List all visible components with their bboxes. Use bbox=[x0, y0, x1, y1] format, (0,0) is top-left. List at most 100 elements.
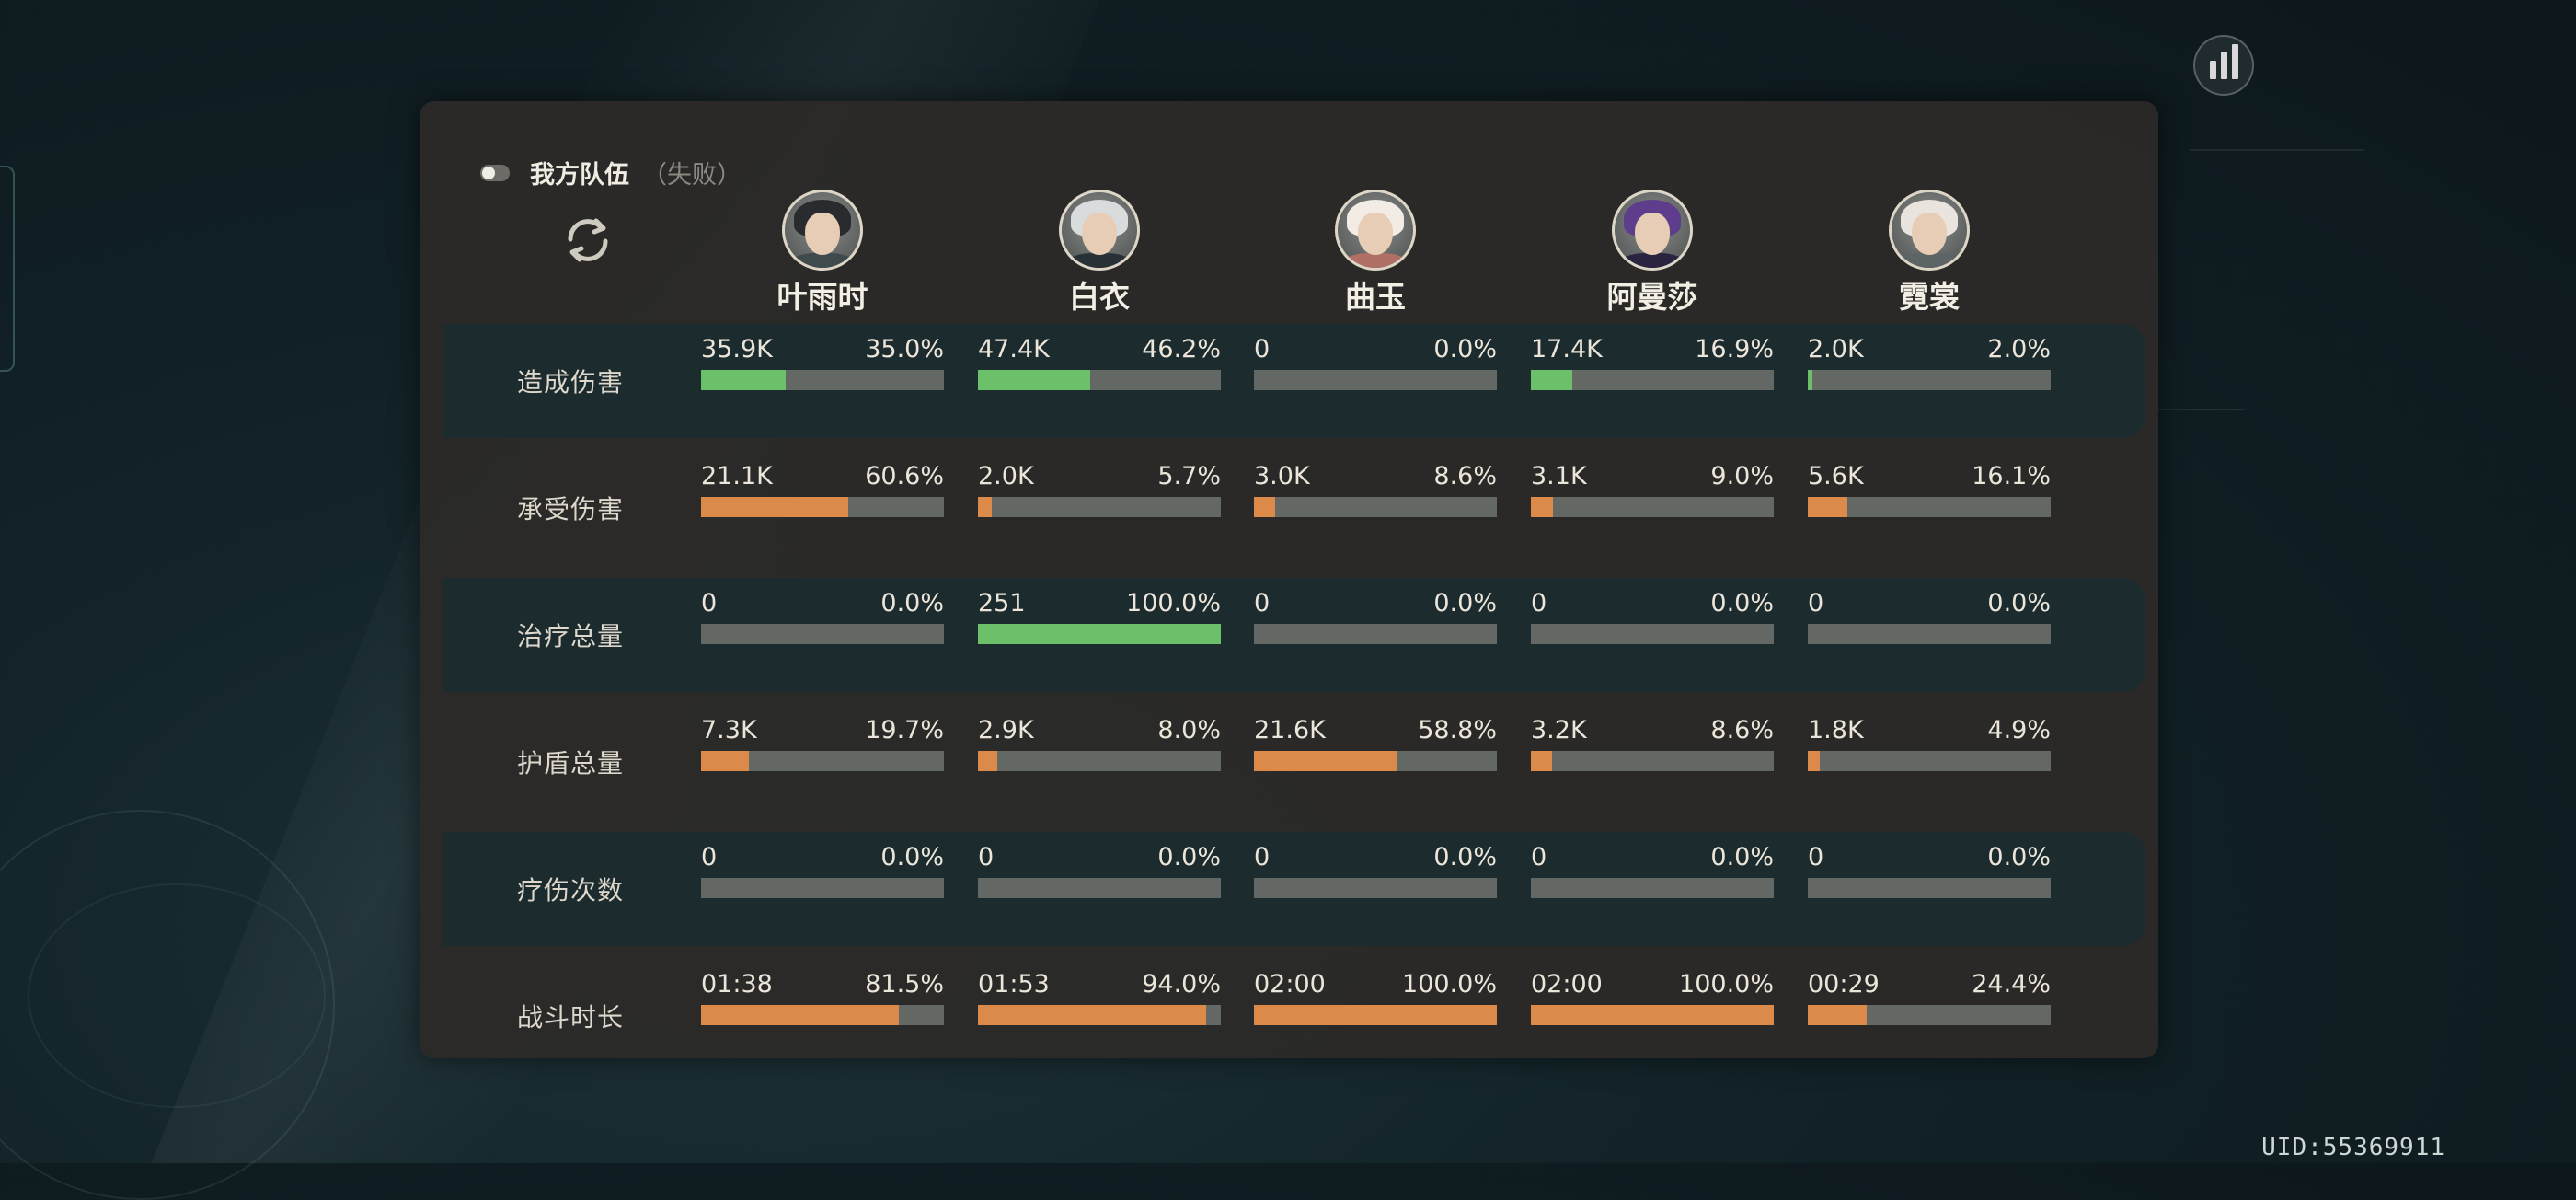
stat-bar-fill bbox=[978, 751, 998, 771]
stat-bar-track bbox=[1808, 1005, 2051, 1025]
stat-row: 治疗总量 0 0.0% 251 100.0% 0 0.0% 0 0.0% 0 0.0% bbox=[443, 578, 2145, 692]
stat-label: 治疗总量 bbox=[517, 621, 625, 652]
stat-value: 2.0K bbox=[978, 462, 1034, 490]
stat-percent: 0.0% bbox=[1710, 589, 1774, 617]
stat-value: 0 bbox=[1531, 589, 1547, 617]
hero-header-row: 叶雨时 白衣 曲玉 阿曼莎 霓裳 bbox=[420, 190, 2158, 328]
stat-percent: 100.0% bbox=[1679, 970, 1774, 998]
stat-bar-fill bbox=[1531, 751, 1552, 771]
stat-value: 0 bbox=[1808, 843, 1824, 871]
stat-percent: 0.0% bbox=[1157, 843, 1221, 871]
stat-bar-fill bbox=[1254, 497, 1275, 517]
hero-column-header: 曲玉 bbox=[1254, 190, 1497, 317]
hero-column-header: 白衣 bbox=[978, 190, 1221, 317]
stat-value: 01:38 bbox=[701, 970, 773, 998]
stat-cell: 7.3K 19.7% bbox=[701, 714, 944, 771]
stat-percent: 0.0% bbox=[1987, 843, 2051, 871]
stat-percent: 100.0% bbox=[1402, 970, 1497, 998]
stat-cell: 2.0K 5.7% bbox=[978, 460, 1221, 517]
background-line bbox=[2190, 149, 2364, 151]
stat-cell: 02:00 100.0% bbox=[1531, 968, 1774, 1025]
stat-percent: 60.6% bbox=[865, 462, 944, 490]
stat-bar-track bbox=[1254, 878, 1497, 898]
team-header: 我方队伍 （失败） bbox=[480, 155, 742, 190]
stat-cell: 0 0.0% bbox=[701, 587, 944, 644]
stat-value: 2.9K bbox=[978, 716, 1034, 744]
battle-stats-panel: 我方队伍 （失败） 叶雨时 白衣 曲玉 阿曼莎 霓裳 造成伤害 35.9K 35.0% 47.… bbox=[420, 101, 2158, 1058]
hero-avatar[interactable] bbox=[1889, 190, 1970, 271]
stat-bar-fill bbox=[1808, 370, 1813, 390]
stat-bar-track bbox=[1254, 624, 1497, 644]
stat-percent: 0.0% bbox=[1710, 843, 1774, 871]
stat-cell: 5.6K 16.1% bbox=[1808, 460, 2051, 517]
stat-value: 00:29 bbox=[1808, 970, 1880, 998]
stat-cell: 251 100.0% bbox=[978, 587, 1221, 644]
stat-cell: 35.9K 35.0% bbox=[701, 333, 944, 390]
stat-bar-fill bbox=[701, 1005, 900, 1025]
stat-percent: 0.0% bbox=[880, 843, 944, 871]
stat-value: 0 bbox=[1254, 335, 1271, 363]
side-drawer-tab[interactable] bbox=[0, 166, 15, 372]
refresh-icon[interactable] bbox=[559, 212, 616, 269]
hero-column-header: 阿曼莎 bbox=[1531, 190, 1774, 317]
stat-percent: 0.0% bbox=[1433, 843, 1497, 871]
stat-bar-track bbox=[701, 497, 944, 517]
stat-bar-track bbox=[1531, 1005, 1774, 1025]
stat-percent: 5.7% bbox=[1157, 462, 1221, 490]
stat-label: 战斗时长 bbox=[517, 1002, 625, 1033]
stat-cell: 21.6K 58.8% bbox=[1254, 714, 1497, 771]
stat-bar-track bbox=[1254, 497, 1497, 517]
stat-value: 0 bbox=[701, 589, 718, 617]
stat-bar-track bbox=[1254, 370, 1497, 390]
stat-bar-track bbox=[701, 370, 944, 390]
stat-bar-track bbox=[701, 878, 944, 898]
stat-value: 251 bbox=[978, 589, 1026, 617]
stat-percent: 8.6% bbox=[1710, 716, 1774, 744]
stat-value: 01:53 bbox=[978, 970, 1050, 998]
stat-bar-fill bbox=[1531, 1005, 1774, 1025]
stat-value: 0 bbox=[1808, 589, 1824, 617]
stat-value: 1.8K bbox=[1808, 716, 1864, 744]
stats-chart-icon[interactable] bbox=[2193, 35, 2254, 96]
stat-value: 21.6K bbox=[1254, 716, 1326, 744]
stat-percent: 9.0% bbox=[1710, 462, 1774, 490]
stat-percent: 58.8% bbox=[1418, 716, 1497, 744]
stat-bar-track bbox=[701, 624, 944, 644]
stat-row: 造成伤害 35.9K 35.0% 47.4K 46.2% 0 0.0% 17.4K 16.9% 2… bbox=[443, 324, 2145, 438]
stat-bar-fill bbox=[978, 1005, 1207, 1025]
stat-cell: 2.0K 2.0% bbox=[1808, 333, 2051, 390]
stat-value: 02:00 bbox=[1531, 970, 1603, 998]
stat-cell: 0 0.0% bbox=[1254, 841, 1497, 898]
team-toggle[interactable] bbox=[480, 164, 510, 181]
background-arc bbox=[28, 883, 326, 1108]
stat-cell: 01:38 81.5% bbox=[701, 968, 944, 1025]
stat-row: 疗伤次数 0 0.0% 0 0.0% 0 0.0% 0 0.0% 0 0.0% bbox=[443, 832, 2145, 946]
stat-bar-fill bbox=[978, 624, 1221, 644]
team-title: 我方队伍 bbox=[530, 161, 629, 190]
hero-avatar[interactable] bbox=[1335, 190, 1416, 271]
stat-value: 0 bbox=[1254, 843, 1271, 871]
stat-bar-fill bbox=[1808, 497, 1847, 517]
stat-cell: 0 0.0% bbox=[1531, 587, 1774, 644]
hero-column-header: 叶雨时 bbox=[701, 190, 944, 317]
stat-bar-track bbox=[978, 370, 1221, 390]
stat-cell: 3.0K 8.6% bbox=[1254, 460, 1497, 517]
stat-value: 3.0K bbox=[1254, 462, 1310, 490]
stat-percent: 35.0% bbox=[865, 335, 944, 363]
stat-value: 2.0K bbox=[1808, 335, 1864, 363]
stat-bar-fill bbox=[1808, 751, 1820, 771]
stat-cell: 0 0.0% bbox=[1808, 841, 2051, 898]
hero-avatar[interactable] bbox=[1059, 190, 1140, 271]
hero-avatar[interactable] bbox=[1612, 190, 1693, 271]
stat-value: 7.3K bbox=[701, 716, 757, 744]
hero-avatar[interactable] bbox=[782, 190, 863, 271]
stat-value: 47.4K bbox=[978, 335, 1050, 363]
stat-bar-track bbox=[1531, 370, 1774, 390]
stat-cell: 21.1K 60.6% bbox=[701, 460, 944, 517]
stat-percent: 94.0% bbox=[1142, 970, 1221, 998]
stat-cell: 01:53 94.0% bbox=[978, 968, 1221, 1025]
stat-bar-track bbox=[1531, 624, 1774, 644]
stat-row: 护盾总量 7.3K 19.7% 2.9K 8.0% 21.6K 58.8% 3.2K 8.6% 1… bbox=[443, 705, 2145, 819]
stat-cell: 17.4K 16.9% bbox=[1531, 333, 1774, 390]
stat-cell: 47.4K 46.2% bbox=[978, 333, 1221, 390]
